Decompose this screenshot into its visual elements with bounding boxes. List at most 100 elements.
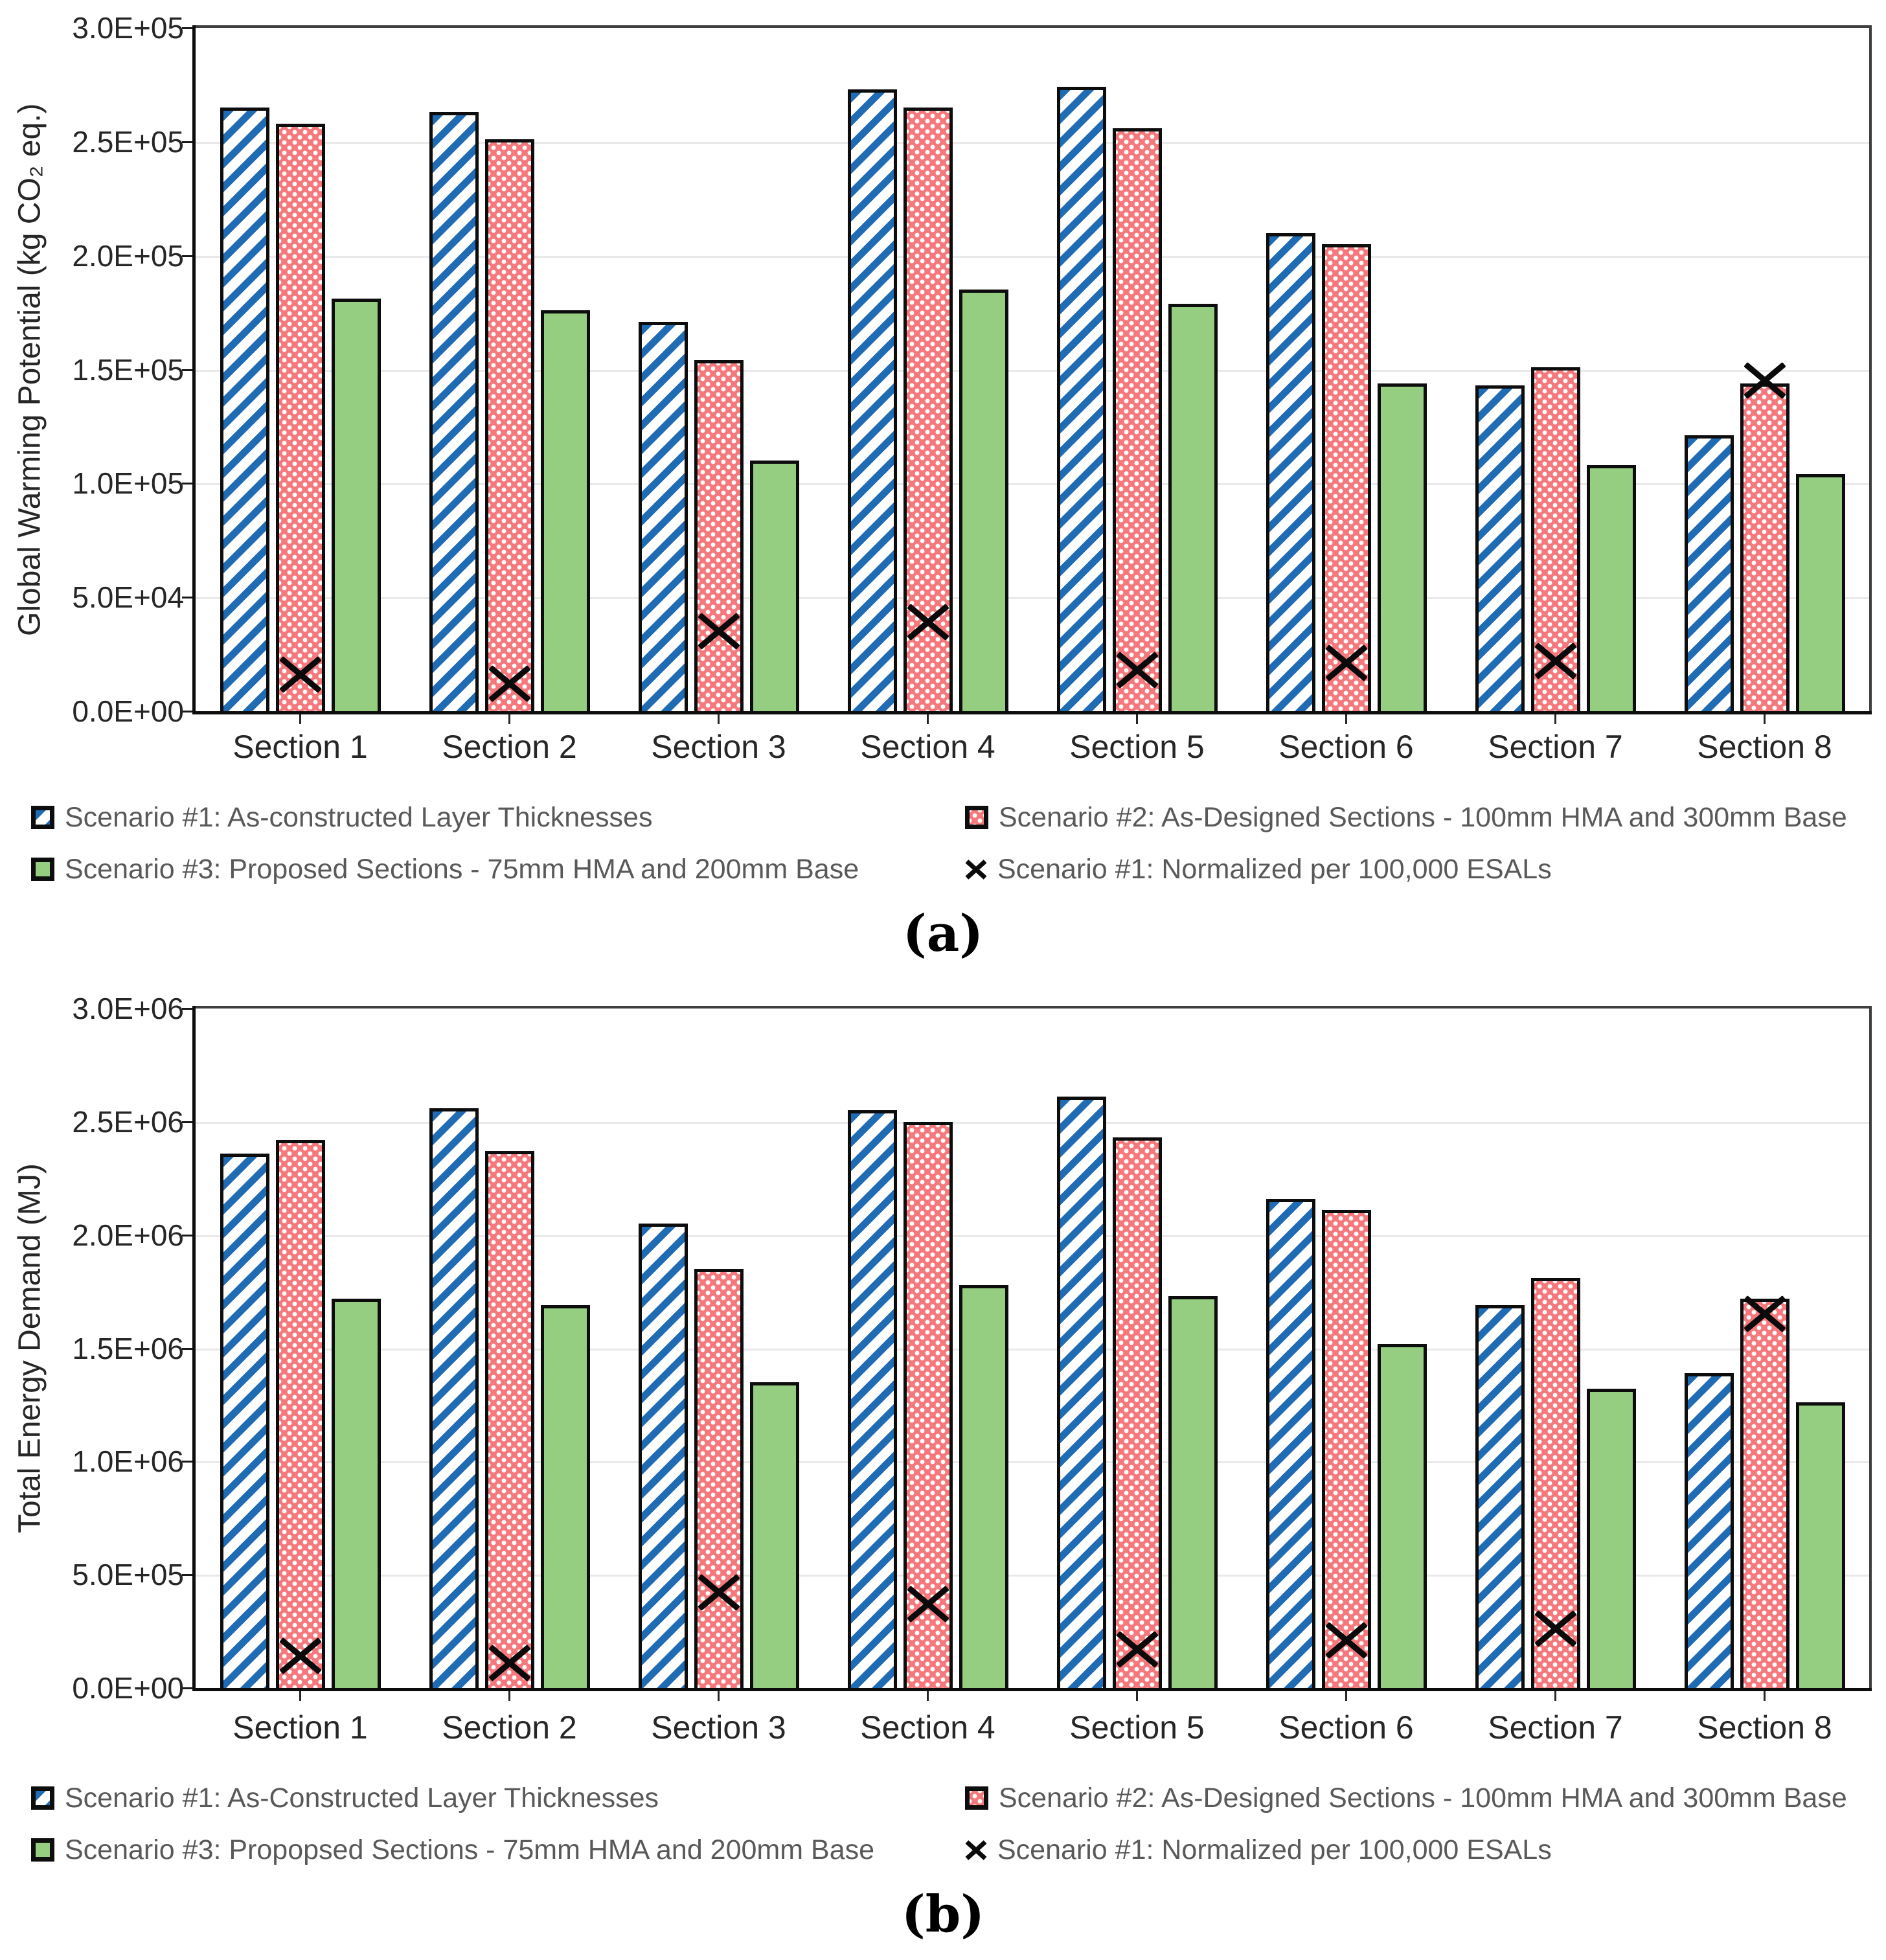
gridline [196, 1461, 1869, 1464]
bar-section3-series1 [638, 321, 688, 714]
x-tick-mark [1345, 1691, 1347, 1701]
legend-entry-series1: Scenario #1: As-Constructed Layer Thickn… [31, 1783, 659, 1814]
legend-swatch-blue-diagonal-hatch [31, 806, 54, 829]
y-tick-mark [182, 1574, 192, 1577]
bar-section8-series2 [1740, 383, 1789, 714]
bar-section7-series3 [1586, 1389, 1636, 1691]
bar-section5-series3 [1168, 1296, 1218, 1691]
normalized-x-marker [909, 605, 948, 640]
bar-section1-series1 [220, 1153, 269, 1691]
legend-label: Scenario #3: Proposed Sections - 75mm HM… [65, 853, 859, 885]
legend-entry-series3: Scenario #3: Proposed Sections - 75mm HM… [31, 854, 859, 885]
legend-entry-series1: Scenario #1: As-constructed Layer Thickn… [31, 802, 652, 833]
panel-b-caption: (b) [901, 1885, 985, 1944]
normalized-x-marker [699, 1575, 738, 1610]
normalized-x-marker [1536, 1612, 1575, 1647]
x-tick-mark [508, 714, 510, 724]
bar-section4-series3 [959, 1284, 1008, 1691]
plot-right-border [1869, 25, 1872, 711]
x-category-label: Section 2 [442, 1709, 577, 1746]
y-tick-mark [182, 27, 192, 29]
x-tick-mark [718, 1691, 720, 1701]
plot-top-border [196, 25, 1872, 28]
x-tick-mark [927, 714, 929, 724]
legend-label: Scenario #3: Propopsed Sections - 75mm H… [65, 1834, 875, 1865]
legend-entry-series2: Scenario #2: As-Designed Sections - 100m… [965, 1783, 1847, 1814]
bar-section4-series3 [959, 290, 1008, 714]
x-tick-mark [1136, 714, 1138, 724]
bar-section5-series1 [1056, 1097, 1106, 1691]
gridline [196, 597, 1869, 600]
legend-swatch-green-solid [31, 1838, 54, 1862]
bar-section1-series2 [275, 123, 325, 714]
gridline [196, 255, 1869, 258]
normalized-x-marker [1536, 644, 1575, 679]
y-tick-mark [182, 1687, 192, 1689]
bar-section4-series1 [847, 89, 897, 714]
gridline [196, 141, 1869, 144]
legend-x-marker-icon [965, 858, 987, 880]
x-category-label: Section 1 [233, 729, 368, 765]
bar-section5-series2 [1112, 1137, 1162, 1691]
gridline [196, 1575, 1869, 1577]
bar-section8-series3 [1795, 1402, 1845, 1691]
legend-entry-series4: Scenario #1: Normalized per 100,000 ESAL… [965, 1834, 1552, 1865]
x-category-label: Section 6 [1278, 729, 1414, 765]
bar-section6-series3 [1377, 1343, 1427, 1691]
bar-section2-series3 [540, 310, 590, 714]
bar-section8-series1 [1684, 1373, 1734, 1691]
gridline [196, 1121, 1869, 1124]
bar-section6-series1 [1266, 1198, 1315, 1691]
legend-swatch-pink-dot-pattern [965, 806, 988, 829]
panel-a: Global Warming Potential (kg CO₂ eq.) 0.… [0, 0, 1886, 981]
y-tick-mark [182, 1234, 192, 1236]
x-category-label: Section 7 [1488, 729, 1623, 765]
y-tick-label: 1.0E+06 [72, 1444, 184, 1479]
y-tick-label: 1.5E+06 [72, 1331, 184, 1365]
y-tick-mark [182, 141, 192, 143]
y-tick-mark [182, 483, 192, 485]
x-tick-mark [1554, 1691, 1556, 1701]
normalized-x-marker [281, 1639, 320, 1674]
bar-section5-series1 [1056, 87, 1106, 714]
chart-gwp: 0.0E+00 5.0E+04 1.0E+05 1.5E+05 2.0E+05 2.5E+… [0, 0, 1886, 981]
x-tick-mark [299, 1691, 301, 1701]
bar-section5-series3 [1168, 303, 1218, 714]
x-category-label: Section 2 [442, 729, 577, 765]
y-tick-label: 5.0E+04 [72, 580, 184, 615]
x-tick-mark [299, 714, 301, 724]
bar-section7-series1 [1475, 1305, 1525, 1691]
normalized-x-marker [490, 667, 529, 701]
bar-section1-series1 [220, 108, 269, 714]
x-category-label: Section 7 [1488, 1709, 1623, 1746]
legend-label: Scenario #2: As-Designed Sections - 100m… [999, 801, 1847, 833]
y-tick-mark [182, 1008, 192, 1010]
x-category-label: Section 5 [1069, 729, 1205, 765]
bar-section3-series3 [749, 1382, 799, 1691]
legend-label: Scenario #1: As-constructed Layer Thickn… [65, 801, 653, 833]
plot-top-border [196, 1006, 1872, 1008]
y-tick-mark [182, 711, 192, 712]
x-category-label: Section 8 [1697, 1709, 1832, 1746]
y-tick-label: 5.0E+05 [72, 1558, 184, 1592]
bar-section4-series1 [847, 1110, 897, 1691]
y-tick-label: 0.0E+00 [72, 1671, 184, 1705]
bar-section3-series2 [694, 1269, 744, 1691]
x-tick-mark [508, 1691, 510, 1701]
y-tick-mark [182, 1461, 192, 1463]
bar-section3-series2 [694, 360, 744, 714]
normalized-x-marker [1745, 1297, 1784, 1332]
x-category-label: Section 4 [860, 729, 995, 765]
legend-entry-series3: Scenario #3: Propopsed Sections - 75mm H… [31, 1834, 874, 1865]
x-tick-mark [1764, 714, 1766, 724]
legend-swatch-green-solid [31, 858, 54, 881]
x-category-label: Section 4 [860, 1709, 995, 1746]
x-category-label: Section 5 [1069, 1709, 1205, 1746]
y-tick-mark [182, 369, 192, 371]
legend-swatch-blue-diagonal-hatch [31, 1786, 54, 1810]
x-category-label: Section 6 [1278, 1709, 1414, 1746]
plot-right-border [1869, 1006, 1872, 1688]
bar-section8-series2 [1740, 1298, 1789, 1691]
panel-b: Total Energy Demand (MJ) 0.0E+00 5.0E+05 1… [0, 981, 1886, 1960]
bar-section2-series1 [429, 112, 479, 714]
